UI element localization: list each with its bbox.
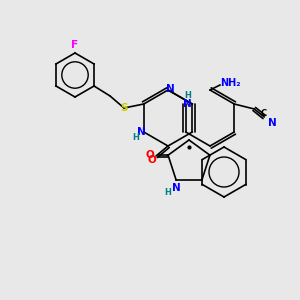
Text: N: N (137, 127, 146, 137)
Text: C: C (260, 109, 266, 118)
Text: N: N (166, 84, 174, 94)
Text: H: H (184, 92, 191, 100)
Text: N: N (172, 183, 180, 193)
Text: O: O (148, 155, 156, 165)
Text: S: S (120, 103, 128, 113)
Text: N: N (268, 118, 277, 128)
Text: F: F (71, 40, 79, 50)
Text: H: H (165, 188, 172, 197)
Text: NH₂: NH₂ (220, 78, 240, 88)
Text: O: O (146, 150, 154, 160)
Text: H: H (132, 134, 139, 142)
Text: N: N (183, 99, 192, 109)
